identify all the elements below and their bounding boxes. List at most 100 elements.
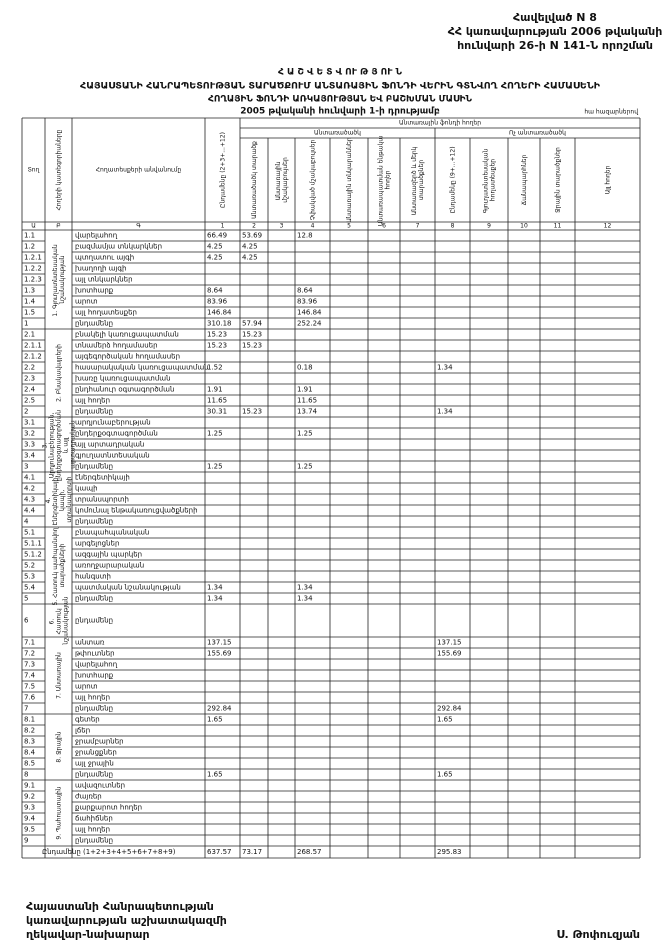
table-cell: 1.65 bbox=[437, 716, 453, 724]
table-cell: 15.23 bbox=[207, 331, 227, 339]
row-code: 9.3 bbox=[24, 804, 35, 812]
row-name: կոմունալ ենթակառուցվածքների bbox=[75, 507, 198, 515]
row-name: առողջարարական bbox=[75, 562, 144, 570]
row-code: 1.4 bbox=[24, 298, 36, 306]
table-cell: 13.74 bbox=[297, 408, 318, 416]
row-name: այլ հողատեսքեր bbox=[75, 309, 137, 317]
doc-title: Հ Ա Շ Վ Ե Տ Վ ՈՒ Թ Յ ՈՒ Ն bbox=[278, 68, 403, 78]
row-code: 1.2.1 bbox=[24, 254, 42, 262]
row-code: 4 bbox=[24, 518, 29, 526]
table-cell: 15.23 bbox=[242, 408, 262, 416]
row-code: 1 bbox=[24, 320, 28, 328]
table-cell: 15.23 bbox=[207, 342, 227, 350]
row-category: 1. Գյուղատնտեսական նշանակության bbox=[52, 242, 66, 316]
row-category: 9. Պահուստային bbox=[55, 786, 62, 839]
row-code: 5.1.2 bbox=[24, 551, 42, 559]
row-name: խոտհարք bbox=[75, 672, 114, 680]
row-code: 9.4 bbox=[24, 815, 36, 823]
table-cell: 12.8 bbox=[297, 232, 313, 240]
row-code: 1.3 bbox=[24, 287, 35, 295]
row-category: 5. Հատուկ պահպանվող տարածքների bbox=[52, 525, 66, 605]
row-name: հանգստի bbox=[75, 573, 111, 581]
row-name: այլ հողեր bbox=[75, 694, 110, 702]
row-name: քարքարոտ հողեր bbox=[75, 804, 142, 812]
column-number: 12 bbox=[604, 223, 612, 230]
table-cell: 1.65 bbox=[437, 771, 453, 779]
table-cell: 0.18 bbox=[297, 364, 313, 372]
row-code: 5.3 bbox=[24, 573, 35, 581]
row-name: ընդամենը bbox=[75, 771, 113, 779]
row-code: 1.1 bbox=[24, 232, 35, 240]
row-code: 7.1 bbox=[24, 639, 35, 647]
column-title: Ճանապարհներ bbox=[521, 154, 528, 205]
row-category: 4. Էներգետիկայի, կապի, տրանսպորտի bbox=[45, 474, 73, 526]
row-name: գյուղատնտեսական bbox=[75, 452, 150, 460]
row-name: ընդամենը bbox=[75, 595, 113, 603]
row-name: պատմական նշանակության bbox=[75, 584, 181, 592]
table-cell: 11.65 bbox=[207, 397, 227, 405]
doc-date: 2005 թվականի հունվարի 1-ի դրությամբ bbox=[240, 107, 440, 117]
table-cell: 295.83 bbox=[437, 848, 462, 856]
table-cell: 8.64 bbox=[297, 287, 313, 295]
row-name: թփուտներ bbox=[75, 650, 115, 658]
row-code: 2.2 bbox=[24, 364, 35, 372]
table-cell: 1.65 bbox=[207, 771, 223, 779]
table-cell: 1.34 bbox=[437, 364, 453, 372]
row-name: հասարակական կառուցապատման bbox=[75, 364, 209, 372]
row-code: 8 bbox=[24, 771, 28, 779]
row-code: 2.4 bbox=[24, 386, 36, 394]
column-number: 10 bbox=[520, 223, 528, 230]
row-code: 2.3 bbox=[24, 375, 35, 383]
row-code: 9 bbox=[24, 837, 28, 845]
row-category: 8. Ջրային bbox=[55, 731, 62, 762]
column-number: Բ bbox=[56, 223, 60, 230]
column-number: 9 bbox=[487, 223, 491, 230]
row-name: այլ արտադրական bbox=[75, 441, 144, 449]
row-code: 2.1 bbox=[24, 331, 35, 339]
row-name: ճահիճներ bbox=[75, 815, 113, 823]
row-name: անտառ bbox=[75, 639, 105, 647]
row-name: վարելահող bbox=[75, 232, 118, 240]
doc-title: ՀԱՅԱՍՏԱՆԻ ՀԱՆՐԱՊԵՏՈՒԹՅԱՆ ՏԱՐԱԾՔՈՒՄ ԱՆՏԱՌ… bbox=[80, 82, 600, 92]
column-number: Ա bbox=[31, 223, 36, 230]
row-name: բնակելի կառուցապատման bbox=[75, 331, 179, 339]
row-code: 5.4 bbox=[24, 584, 36, 592]
row-name: խառը կառուցապատման bbox=[75, 375, 171, 383]
table-cell: 292.84 bbox=[437, 705, 462, 713]
row-code: 5 bbox=[24, 595, 28, 603]
row-name: լճեր bbox=[75, 727, 90, 735]
table-cell: 1.91 bbox=[297, 386, 313, 394]
row-name: կապի bbox=[75, 485, 98, 493]
table-cell: 15.23 bbox=[242, 331, 262, 339]
appendix-line: հունվարի 26-ի N 141-Ն որոշման bbox=[457, 39, 653, 52]
row-name: ընդամենը bbox=[75, 837, 113, 845]
row-category: 2. Բնակավայրերի bbox=[55, 344, 62, 402]
column-number: 8 bbox=[451, 223, 455, 230]
row-code: 9.2 bbox=[24, 793, 35, 801]
table-cell: 1.34 bbox=[297, 595, 313, 603]
row-code: 9.1 bbox=[24, 782, 35, 790]
row-code: 4.2 bbox=[24, 485, 35, 493]
row-code: 7.4 bbox=[24, 672, 36, 680]
table-cell: 4.25 bbox=[207, 254, 223, 262]
row-code: 7 bbox=[24, 705, 28, 713]
row-category: 3. Արդյունաբերության, ընդերքօգտագործման … bbox=[41, 408, 76, 481]
row-code: 1.5 bbox=[24, 309, 35, 317]
row-category: 7. Անտառային bbox=[55, 652, 62, 699]
row-name: ավազուտներ bbox=[75, 782, 125, 790]
column-number: 4 bbox=[311, 223, 315, 230]
row-code: 9.5 bbox=[24, 826, 35, 834]
row-code: 1.2.2 bbox=[24, 265, 42, 273]
row-name: այլ հողեր bbox=[75, 826, 110, 834]
row-name: գետեր bbox=[75, 716, 100, 724]
row-name: էներգետիկայի bbox=[75, 474, 130, 482]
row-name: բնապահպանական bbox=[75, 529, 149, 537]
row-code: 4.4 bbox=[24, 507, 36, 515]
appendix-line: ՀՀ կառավարության 2006 թվականի bbox=[448, 25, 663, 38]
column-number: 7 bbox=[416, 223, 420, 230]
row-code: 3.1 bbox=[24, 419, 35, 427]
row-name: արոտ bbox=[75, 298, 98, 306]
row-category: 6. Հատուկ նշանակության bbox=[48, 596, 69, 645]
table-cell: 4.25 bbox=[242, 254, 258, 262]
